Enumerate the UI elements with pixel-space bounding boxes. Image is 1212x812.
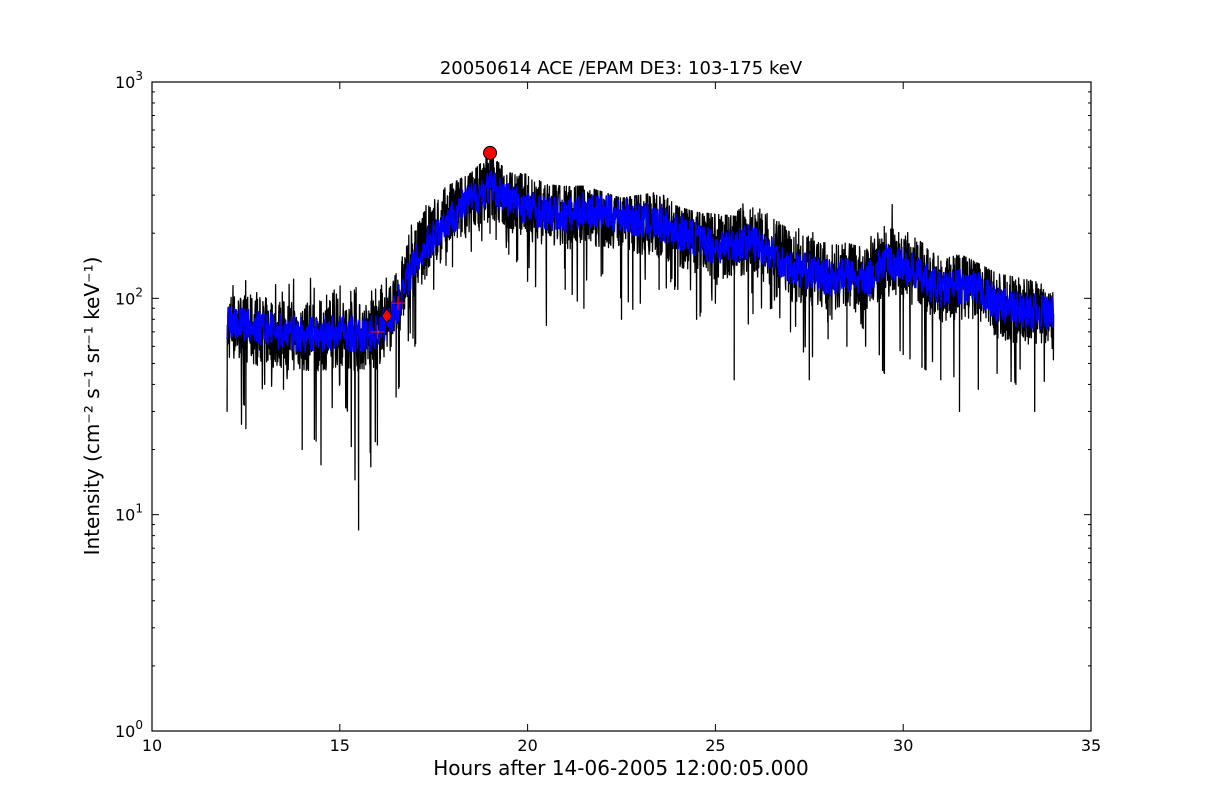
x-axis-label: Hours after 14-06-2005 12:00:05.000 xyxy=(433,756,809,780)
y-tick-label: 102 xyxy=(115,285,143,308)
peak-marker-circle xyxy=(483,145,498,160)
series-smoothed-line xyxy=(226,169,1055,353)
y-tick-label: 103 xyxy=(115,69,143,92)
x-tick-label: 15 xyxy=(330,736,350,755)
x-tick-label: 30 xyxy=(893,736,913,755)
onset-marker-plus-2 xyxy=(370,324,385,339)
axis-ticks: 10 15 20 25 30 35 100 101 102 103 xyxy=(115,69,1101,755)
x-tick-label: 20 xyxy=(517,736,537,755)
x-tick-label: 35 xyxy=(1081,736,1101,755)
plot-frame xyxy=(151,81,1092,732)
onset-marker-diamond xyxy=(381,308,393,324)
onset-marker-plus-3 xyxy=(391,296,406,311)
x-tick-label: 10 xyxy=(142,736,162,755)
plot-area xyxy=(226,145,1055,531)
y-tick-label: 100 xyxy=(115,718,143,741)
x-tick-label: 25 xyxy=(705,736,725,755)
chart-title: 20050614 ACE /EPAM DE3: 103-175 keV xyxy=(440,58,803,79)
y-axis-label: Intensity (cm⁻² s⁻¹ sr⁻¹ keV⁻¹) xyxy=(80,257,104,556)
y-tick-label: 101 xyxy=(115,502,143,525)
